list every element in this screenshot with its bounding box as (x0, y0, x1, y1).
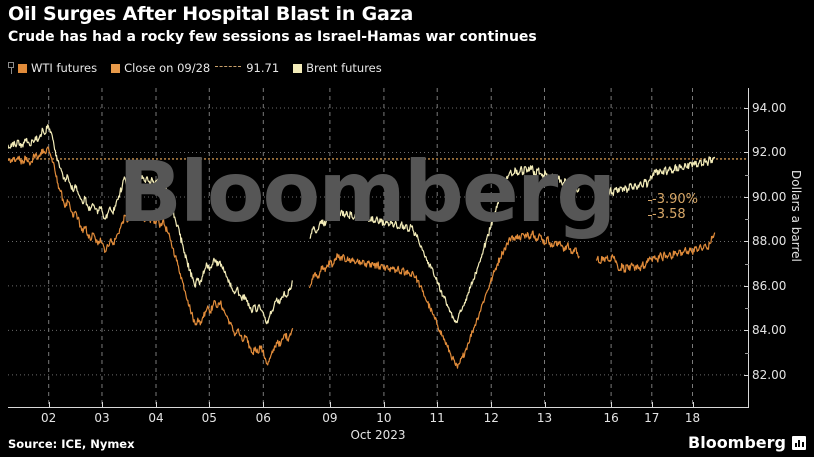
y-minor-tick (745, 263, 749, 265)
x-tick-label: 02 (41, 411, 57, 425)
y-minor-tick (745, 219, 749, 221)
x-tick-mark (544, 402, 546, 407)
x-tick-label: 13 (536, 411, 553, 425)
brent-change-label: -3.90% (652, 192, 698, 207)
x-tick-label: 03 (94, 411, 110, 425)
y-tick-label: 86.00 (752, 278, 787, 293)
page-title: Oil Surges After Hospital Blast in Gaza (8, 3, 414, 25)
y-tick-mark (744, 196, 749, 198)
legend-swatch-wti (18, 63, 27, 73)
y-tick-mark (744, 330, 749, 332)
series-line-brent-futures (8, 124, 716, 325)
x-tick-mark (437, 402, 439, 407)
y-axis-label: Dollars a barrel (789, 170, 803, 262)
legend-label-wti: WTI futures (31, 61, 98, 75)
x-tick-mark (101, 402, 103, 407)
brand-label: Bloomberg (688, 433, 786, 452)
pin-marker-icon[interactable] (8, 62, 15, 74)
legend-label-brent: Brent futures (306, 61, 382, 75)
y-tick-mark (744, 152, 749, 154)
bloomberg-bars-icon (792, 436, 806, 450)
x-axis-label: Oct 2023 (350, 428, 406, 442)
x-tick-mark (611, 402, 613, 407)
y-minor-tick (745, 352, 749, 354)
y-tick-label: 94.00 (752, 101, 787, 115)
chart-plot-area (8, 88, 748, 406)
y-tick-label: 84.00 (752, 323, 787, 338)
chart-legend: WTI futures Close on 09/28 91.71 Brent f… (8, 60, 396, 76)
y-tick-label: 88.00 (752, 234, 787, 249)
series-line-wti-futures (8, 146, 716, 369)
x-tick-label: 18 (684, 411, 701, 425)
x-tick-label: 10 (376, 411, 392, 425)
x-tick-label: 17 (644, 411, 660, 425)
x-tick-label: 11 (429, 411, 445, 425)
legend-item-close[interactable]: Close on 09/28 91.71 (111, 62, 279, 74)
chart-canvas (8, 88, 748, 406)
annotation-leader (648, 215, 652, 216)
wti-change-label: -3.58 (652, 207, 686, 222)
x-tick-mark (48, 402, 50, 407)
y-tick-mark (744, 108, 749, 109)
x-axis-line (8, 407, 749, 408)
y-tick-label: 92.00 (752, 145, 787, 160)
y-tick-label: 82.00 (752, 367, 787, 382)
x-tick-label: 09 (322, 411, 338, 425)
legend-item-wti[interactable]: WTI futures (18, 62, 97, 74)
y-minor-tick (745, 308, 749, 310)
chart-header: Oil Surges After Hospital Blast in Gaza … (8, 2, 808, 47)
x-tick-label: 12 (483, 411, 499, 425)
y-tick-mark (744, 285, 749, 287)
dashed-line-icon (215, 66, 242, 67)
x-tick-mark (491, 402, 493, 407)
legend-item-brent[interactable]: Brent futures (293, 62, 382, 74)
source-note: Source: ICE, Nymex (8, 437, 135, 451)
y-tick-mark (744, 374, 749, 376)
legend-label-close: Close on 09/28 (124, 61, 211, 75)
y-minor-tick (745, 130, 749, 132)
legend-swatch-close (111, 63, 121, 73)
y-minor-tick (745, 174, 749, 176)
x-tick-label: 06 (255, 411, 271, 425)
page-subtitle: Crude has had a rocky few sessions as Is… (8, 29, 537, 45)
bloomberg-brand: Bloomberg (688, 434, 806, 452)
x-tick-mark (692, 402, 694, 407)
x-tick-label: 16 (603, 411, 619, 425)
x-tick-mark (329, 402, 331, 407)
legend-swatch-brent (293, 63, 303, 73)
y-axis-line (748, 88, 749, 408)
x-tick-mark (263, 402, 265, 407)
y-tick-mark (744, 241, 749, 243)
x-tick-mark (209, 402, 211, 407)
y-tick-label: 90.00 (752, 189, 787, 204)
legend-value-close: 91.71 (246, 61, 280, 75)
x-tick-label: 04 (148, 411, 164, 425)
annotation-leader (648, 200, 652, 201)
x-tick-mark (383, 402, 385, 407)
x-tick-label: 05 (201, 411, 217, 425)
x-tick-mark (651, 402, 653, 407)
x-tick-mark (156, 402, 157, 407)
